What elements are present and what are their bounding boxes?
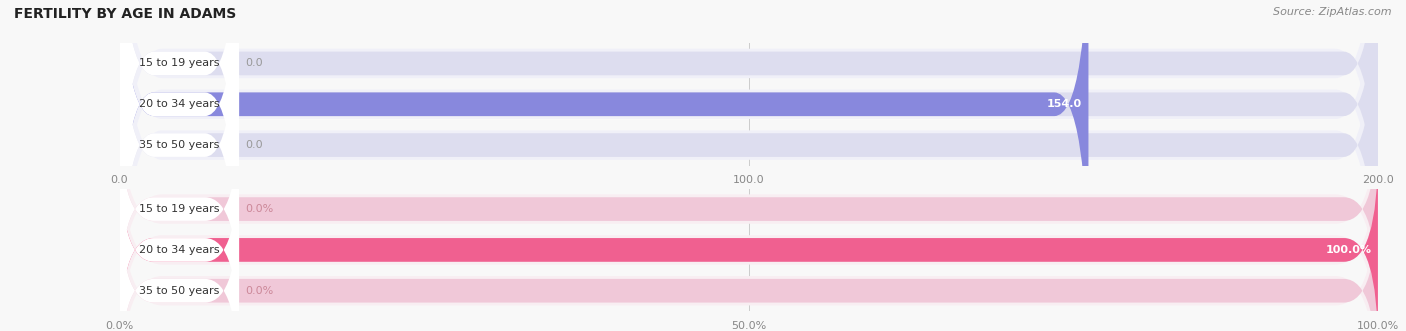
- FancyBboxPatch shape: [120, 0, 1378, 323]
- FancyBboxPatch shape: [120, 151, 1378, 331]
- FancyBboxPatch shape: [120, 0, 1378, 273]
- FancyBboxPatch shape: [120, 111, 239, 308]
- FancyBboxPatch shape: [120, 0, 1378, 331]
- FancyBboxPatch shape: [120, 0, 1378, 331]
- FancyBboxPatch shape: [120, 111, 1378, 308]
- FancyBboxPatch shape: [120, 151, 1378, 331]
- FancyBboxPatch shape: [120, 87, 1378, 331]
- Text: 0.0%: 0.0%: [245, 204, 274, 214]
- Text: 20 to 34 years: 20 to 34 years: [139, 245, 219, 255]
- Text: FERTILITY BY AGE IN ADAMS: FERTILITY BY AGE IN ADAMS: [14, 7, 236, 21]
- FancyBboxPatch shape: [120, 168, 1378, 331]
- Text: 35 to 50 years: 35 to 50 years: [139, 140, 219, 150]
- FancyBboxPatch shape: [120, 0, 1088, 313]
- Text: 0.0%: 0.0%: [245, 286, 274, 296]
- FancyBboxPatch shape: [120, 192, 239, 331]
- FancyBboxPatch shape: [120, 0, 239, 331]
- Text: 0.0: 0.0: [245, 59, 263, 69]
- FancyBboxPatch shape: [120, 151, 239, 331]
- Text: 154.0: 154.0: [1047, 99, 1083, 109]
- FancyBboxPatch shape: [120, 0, 239, 273]
- Text: 15 to 19 years: 15 to 19 years: [139, 204, 219, 214]
- Text: 0.0: 0.0: [245, 140, 263, 150]
- FancyBboxPatch shape: [120, 0, 1378, 331]
- FancyBboxPatch shape: [120, 0, 239, 313]
- Text: 20 to 34 years: 20 to 34 years: [139, 99, 219, 109]
- FancyBboxPatch shape: [120, 192, 1378, 331]
- Text: 100.0%: 100.0%: [1326, 245, 1372, 255]
- Text: 15 to 19 years: 15 to 19 years: [139, 59, 219, 69]
- Text: Source: ZipAtlas.com: Source: ZipAtlas.com: [1274, 7, 1392, 17]
- Text: 35 to 50 years: 35 to 50 years: [139, 286, 219, 296]
- FancyBboxPatch shape: [120, 0, 1378, 313]
- FancyBboxPatch shape: [120, 127, 1378, 331]
